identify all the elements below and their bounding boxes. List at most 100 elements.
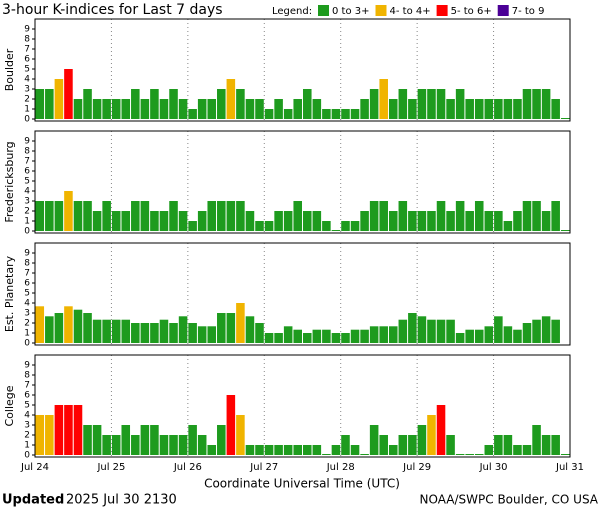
bar [111, 211, 121, 231]
bar [226, 201, 236, 231]
bar [465, 211, 474, 231]
y-axis-label: Est. Planetary [3, 255, 16, 332]
bar [484, 99, 494, 119]
bar [131, 323, 140, 343]
y-tick-label: 6 [24, 391, 30, 401]
bar [245, 211, 255, 231]
bar [274, 445, 283, 455]
bar [513, 329, 522, 343]
y-tick-label: 8 [24, 147, 30, 157]
bar [474, 454, 484, 455]
bar [35, 201, 45, 231]
bar [159, 435, 169, 455]
bar [92, 99, 102, 119]
legend-title: Legend: [272, 6, 312, 17]
bar [197, 326, 207, 343]
bar [474, 329, 484, 343]
bar [408, 211, 417, 231]
bar [131, 201, 140, 231]
y-tick-label: 5 [24, 177, 30, 187]
legend-label: 7- to 9 [512, 6, 545, 17]
bar [54, 79, 64, 119]
bar [551, 99, 560, 119]
bar [111, 99, 121, 119]
bar [341, 333, 350, 343]
y-tick-label: 8 [24, 259, 30, 269]
bar [140, 99, 150, 119]
bar [446, 319, 455, 343]
bar [236, 89, 245, 119]
bar [274, 333, 283, 343]
y-tick-label: 0 [24, 227, 30, 237]
bar [436, 405, 446, 455]
bar [102, 319, 111, 343]
bar [121, 211, 131, 231]
bar [293, 329, 302, 343]
bar [379, 326, 388, 343]
bar [150, 425, 159, 455]
bar [360, 99, 369, 119]
bar [188, 221, 197, 231]
bar [293, 445, 302, 455]
bar [83, 89, 92, 119]
bar [484, 445, 494, 455]
bar [45, 201, 54, 231]
x-tick-label: Jul 28 [326, 462, 355, 473]
bar [551, 319, 560, 343]
bar [150, 323, 159, 343]
bar [408, 435, 417, 455]
bar [102, 201, 111, 231]
y-tick-label: 4 [24, 187, 30, 197]
bar [379, 79, 388, 119]
y-tick-label: 1 [24, 105, 30, 115]
y-tick-label: 6 [24, 167, 30, 177]
x-tick-label: Jul 30 [479, 462, 508, 473]
bar [64, 405, 73, 455]
bar [322, 454, 331, 455]
y-tick-label: 5 [24, 401, 30, 411]
y-tick-label: 5 [24, 289, 30, 299]
y-tick-label: 1 [24, 329, 30, 339]
bar [513, 99, 522, 119]
bar [92, 211, 102, 231]
bar [341, 221, 350, 231]
y-tick-label: 2 [24, 95, 30, 105]
bar [350, 445, 360, 455]
bar [188, 109, 197, 119]
bar [560, 454, 570, 455]
bar [264, 445, 274, 455]
y-axis-label: Boulder [3, 48, 16, 91]
bar [236, 201, 245, 231]
bar [102, 99, 111, 119]
bar [35, 306, 45, 343]
legend-label: 4- to 4+ [390, 6, 431, 17]
bar [436, 319, 446, 343]
bar [121, 319, 131, 343]
bar [73, 405, 83, 455]
bar [64, 191, 73, 231]
bar [398, 89, 408, 119]
bar [131, 435, 140, 455]
bar [121, 99, 131, 119]
bar [312, 329, 322, 343]
panel-frame [34, 130, 571, 234]
y-tick-label: 9 [24, 361, 30, 371]
bar [102, 435, 111, 455]
bar [64, 306, 73, 343]
bar [446, 435, 455, 455]
bar [178, 211, 188, 231]
bar [197, 211, 207, 231]
bar [312, 99, 322, 119]
bar [178, 435, 188, 455]
y-tick-label: 9 [24, 249, 30, 259]
y-tick-label: 8 [24, 35, 30, 45]
y-tick-label: 7 [24, 45, 30, 55]
bar [427, 319, 436, 343]
bar [150, 89, 159, 119]
bar [264, 109, 274, 119]
bar [45, 415, 54, 455]
bar [303, 89, 312, 119]
bar [283, 109, 293, 119]
bar [513, 445, 522, 455]
